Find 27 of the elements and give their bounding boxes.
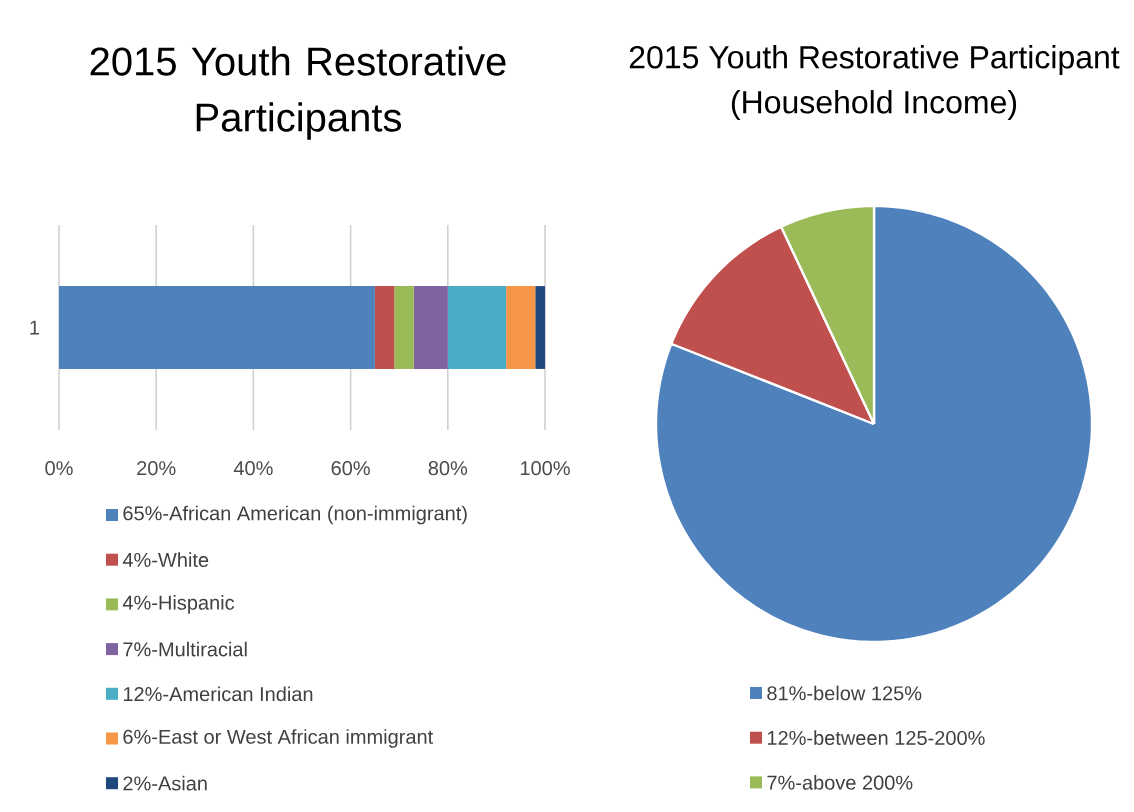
bar (447, 286, 507, 369)
bar (374, 286, 395, 369)
x-tick-label: 40% (233, 461, 273, 476)
bar (59, 286, 375, 369)
legend-label: 4%-White (122, 552, 209, 568)
chart-subtitle: (Household Income) (731, 90, 1017, 120)
bar (506, 286, 536, 369)
x-tick-label: 100% (520, 461, 570, 476)
chart-title: 2015 Youth Restorative Participant (629, 45, 1120, 75)
bar (394, 286, 414, 369)
bar (535, 286, 546, 369)
x-tick-label: 60% (331, 461, 370, 476)
legend-label: 12%-American Indian (123, 686, 313, 702)
legend-label: 7%-Multiracial (123, 641, 247, 657)
legend-label: 7%-above 200% (767, 775, 913, 790)
legend-label: 65%-African American (non-immigrant) (123, 505, 467, 525)
y-tick-label: 1 (30, 320, 39, 335)
legend-label: 81%-below 125% (767, 685, 922, 701)
legend-label: 6%-East or West African immigrant (123, 729, 434, 748)
x-tick-label: 0% (45, 461, 73, 476)
chart-title: 2015 Youth Restorative Participants (90, 46, 506, 140)
bar (413, 286, 448, 369)
x-tick-label: 20% (137, 461, 176, 476)
legend-label: 4%-Hispanic (122, 595, 235, 614)
legend-label: 12%-between 125-200% (767, 730, 985, 746)
x-tick-label: 80% (428, 461, 468, 476)
legend-label: 2%-Asian (123, 775, 207, 791)
